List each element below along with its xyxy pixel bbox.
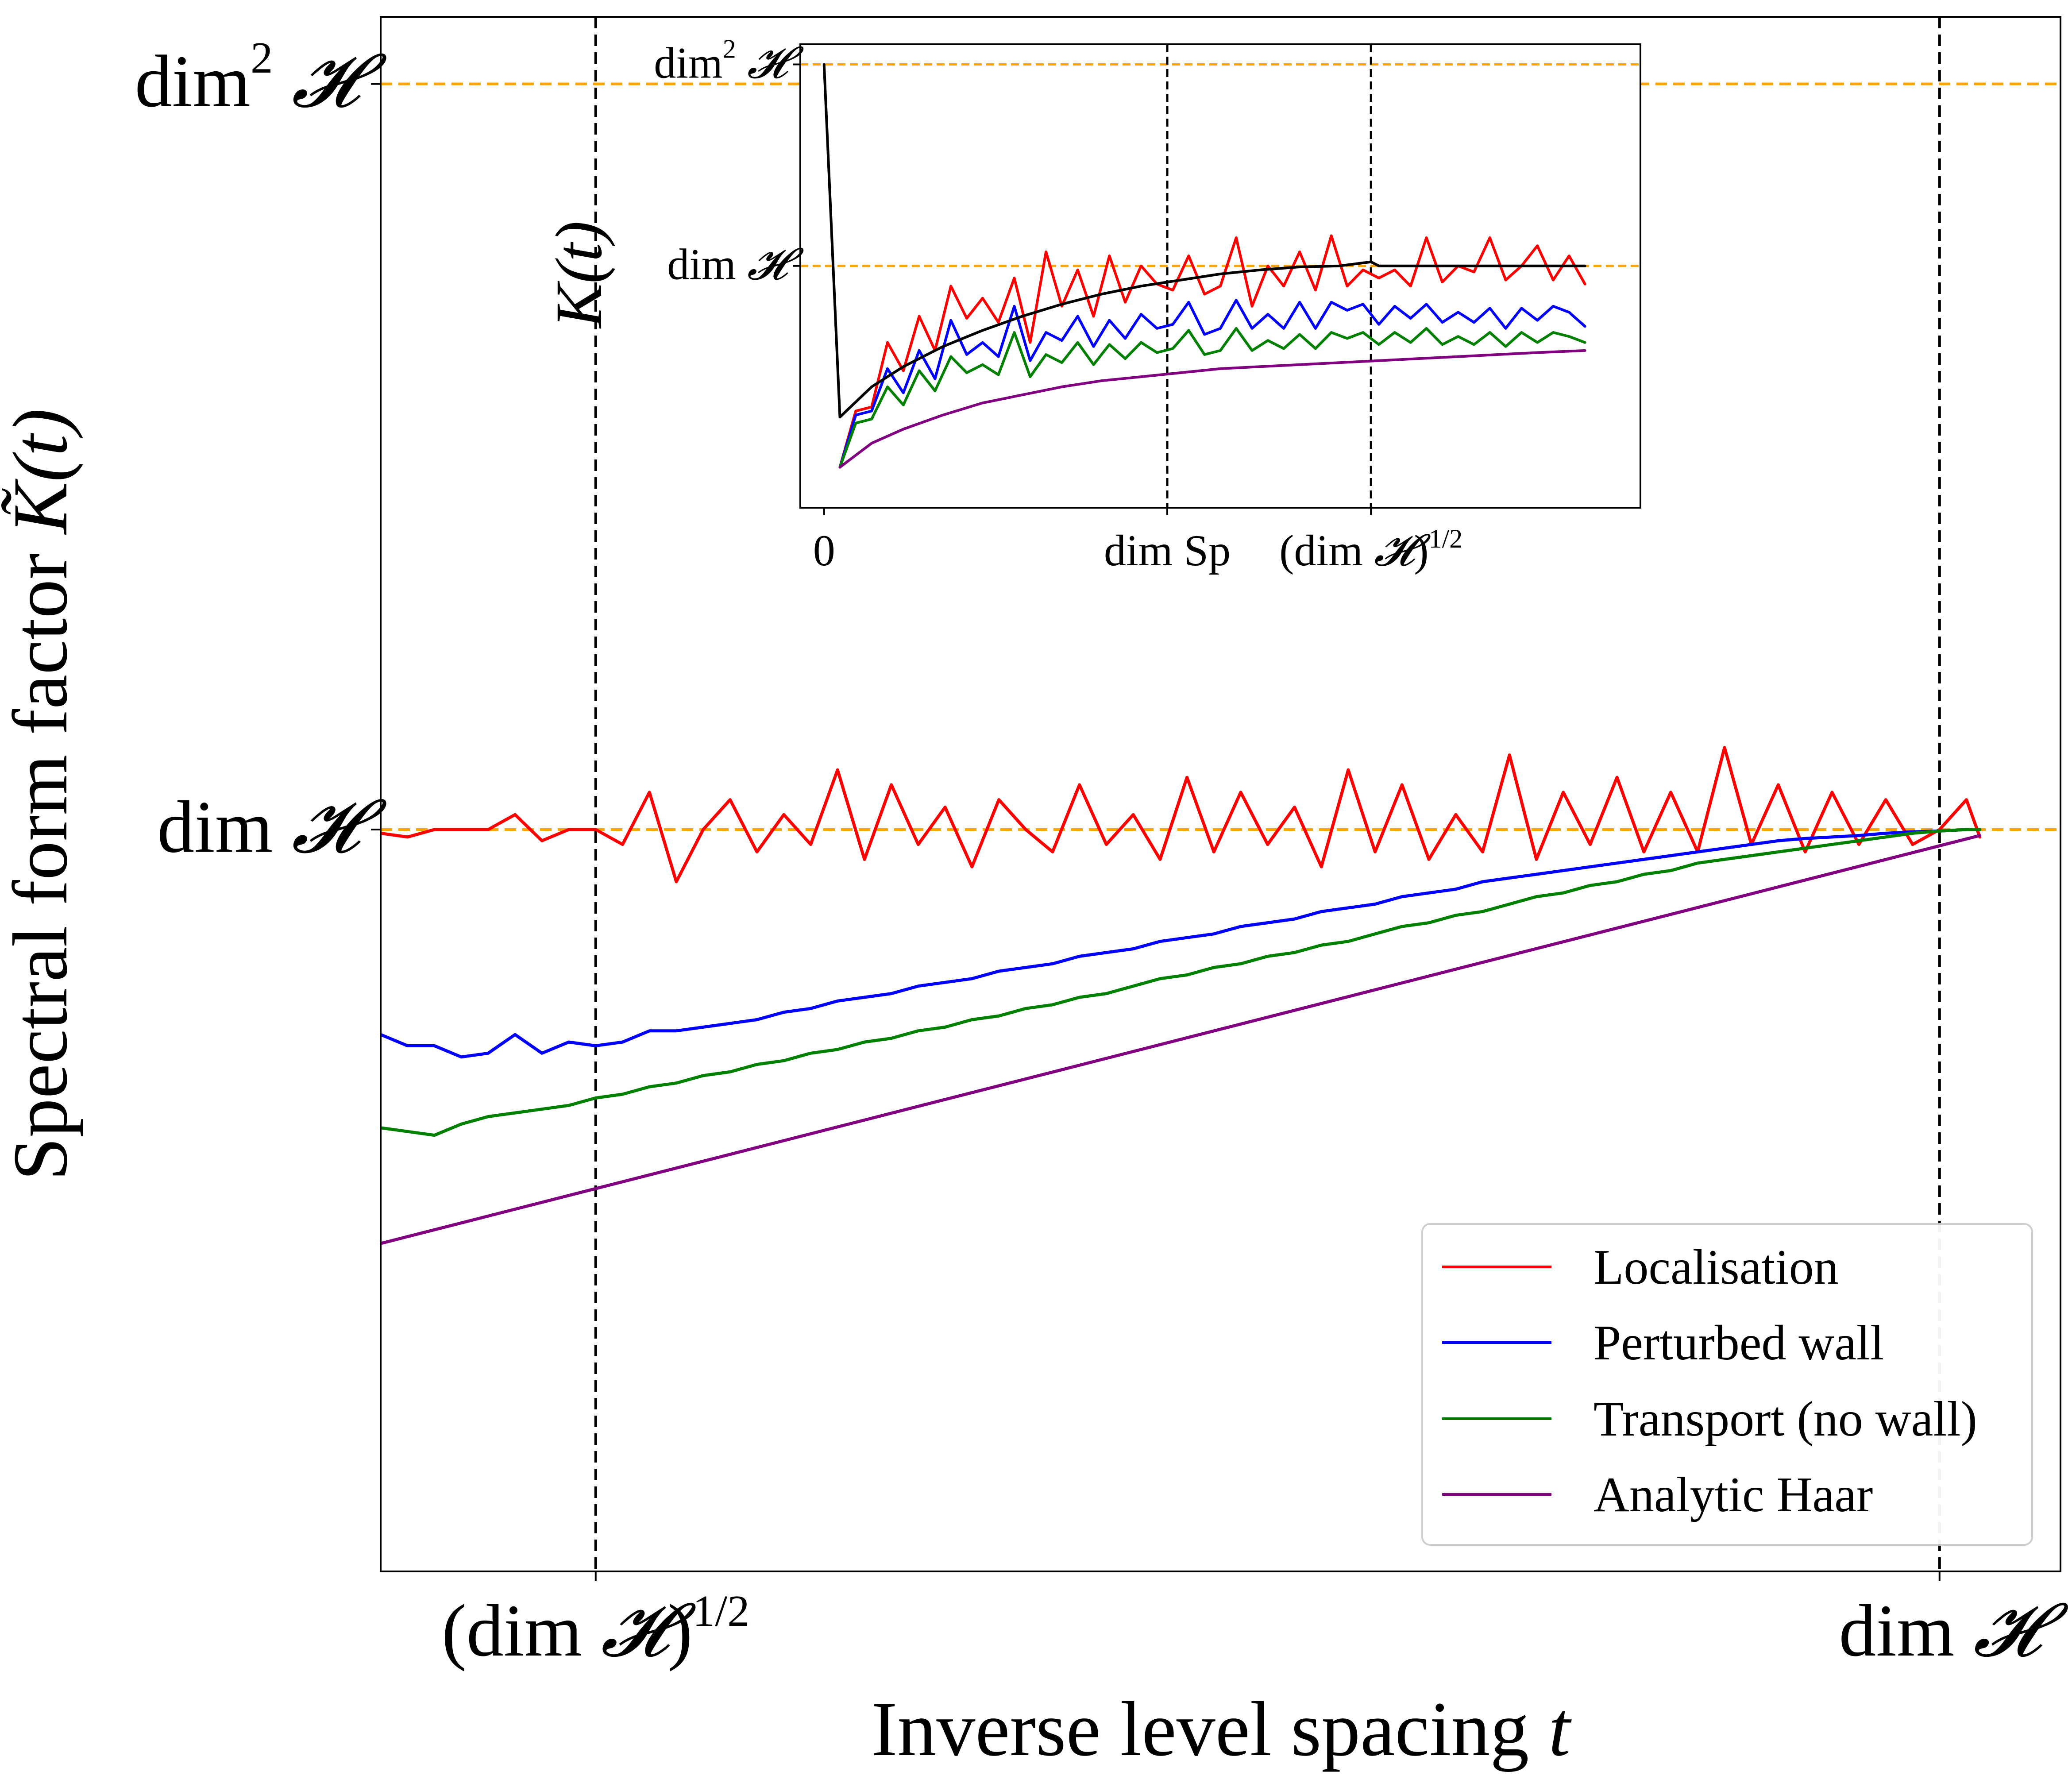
legend-label-localisation: Localisation (1594, 1240, 1839, 1295)
inset-series-transport-no-wall (838, 327, 1586, 469)
main-series-analytic-haar (381, 834, 1982, 1245)
legend-label-analytic-haar: Analytic Haar (1594, 1467, 1873, 1522)
inset-x-tick-label-2: (dim 𝓗)1/2 (1279, 524, 1462, 575)
y-axis-label-text: Spectral form factor (0, 534, 84, 1181)
legend-entry-transport: Transport (no wall) (1442, 1392, 1977, 1447)
x-axis-label: Inverse level spacing t (872, 1686, 1572, 1772)
inset-x-tick-label-0: 0 (813, 526, 835, 575)
legend-entry-localisation: Localisation (1442, 1240, 1839, 1295)
main-y-tick-label-1: dim 𝓗 (157, 786, 387, 868)
main-series-transport-no-wall (381, 828, 1982, 1137)
x-axis-label-text: Inverse level spacing (872, 1686, 1549, 1772)
inset-x-tick-label-1: dim Sp (1104, 526, 1231, 575)
main-series-perturbed-wall (381, 828, 1982, 1059)
legend: Localisation Perturbed wall Transport (n… (1421, 1223, 2033, 1546)
inset-y-axis-label: K(t) (542, 221, 616, 329)
x-axis-label-variable: t (1548, 1686, 1572, 1772)
legend-box (1421, 1223, 2033, 1546)
inset-y-tick-label-1: dim 𝓗 (667, 240, 804, 289)
main-series-localisation (381, 746, 1982, 884)
inset-series-black-reference (822, 63, 1586, 419)
legend-entry-perturbed-wall: Perturbed wall (1442, 1316, 1884, 1370)
legend-label-transport: Transport (no wall) (1594, 1392, 1977, 1447)
inset-plot-frame (799, 43, 1641, 509)
main-plot-frame (380, 16, 2061, 1572)
legend-entry-analytic-haar: Analytic Haar (1442, 1467, 1873, 1522)
inset-series-purple-reference (838, 349, 1586, 469)
inset-background (800, 44, 1640, 508)
y-axis-label-variable: K̃(t) (0, 409, 84, 536)
inset-series-perturbed-wall (838, 299, 1586, 469)
main-x-tick-label-1: dim 𝓗 (1839, 1590, 2068, 1672)
y-axis-label: Spectral form factor K̃(t) (0, 409, 84, 1181)
main-x-tick-label-0: (dim 𝓗)1/2 (442, 1586, 750, 1672)
legend-label-perturbed-wall: Perturbed wall (1594, 1316, 1884, 1370)
